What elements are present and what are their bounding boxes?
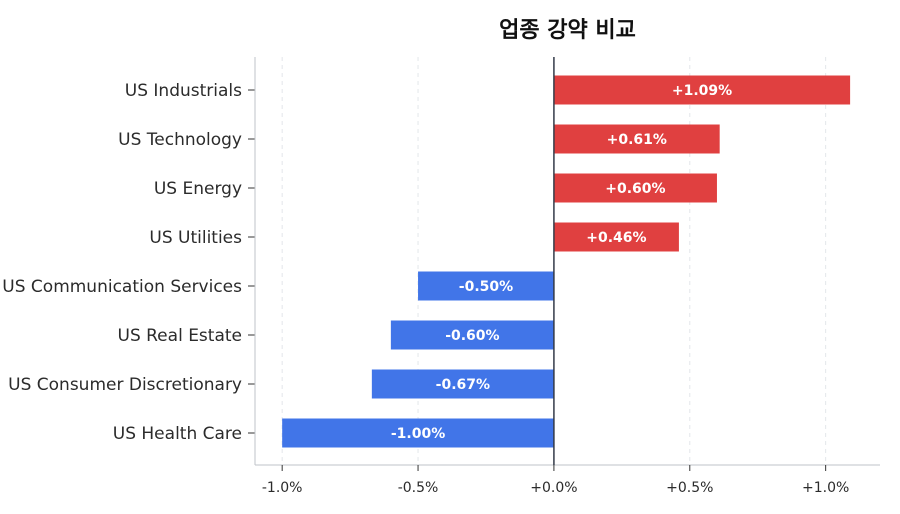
bar-3 — [553, 173, 717, 203]
bar-value-label: -0.60% — [445, 328, 499, 344]
bar-1 — [553, 75, 851, 105]
category-label: US Industrials — [125, 81, 242, 101]
x-tick-label: +0.5% — [666, 480, 713, 496]
bar-value-label: -0.67% — [436, 377, 490, 393]
bar-value-label: +1.09% — [672, 83, 732, 99]
category-label: US Real Estate — [118, 326, 243, 346]
category-label: US Communication Services — [2, 277, 242, 297]
category-label: US Technology — [118, 130, 242, 150]
bars — [282, 75, 851, 448]
category-label: US Energy — [154, 179, 242, 199]
category-label: US Health Care — [113, 424, 242, 444]
axes — [248, 57, 880, 471]
category-label: US Consumer Discretionary — [8, 375, 242, 395]
bar-value-label: +0.60% — [605, 181, 665, 197]
labels: +1.09% US Industrials +0.61% US Technology +… — [2, 81, 849, 496]
bar-4 — [553, 222, 679, 252]
chart-title: 업종 강약 비교 — [499, 18, 636, 43]
bar-5 — [418, 271, 554, 301]
bar-value-label: +0.46% — [586, 230, 646, 246]
bar-2 — [553, 124, 720, 154]
bar-6 — [390, 320, 554, 350]
bar-value-label: -1.00% — [391, 426, 445, 442]
bar-value-label: +0.61% — [607, 132, 667, 148]
x-tick-label: -0.5% — [398, 480, 439, 496]
x-tick-label: -1.0% — [262, 480, 303, 496]
bar-7 — [371, 369, 554, 399]
category-label: US Utilities — [149, 228, 242, 248]
x-tick-label: +1.0% — [802, 480, 849, 496]
bar-8 — [282, 418, 554, 448]
bar-value-label: -0.50% — [459, 279, 513, 295]
x-tick-label: +0.0% — [530, 480, 577, 496]
